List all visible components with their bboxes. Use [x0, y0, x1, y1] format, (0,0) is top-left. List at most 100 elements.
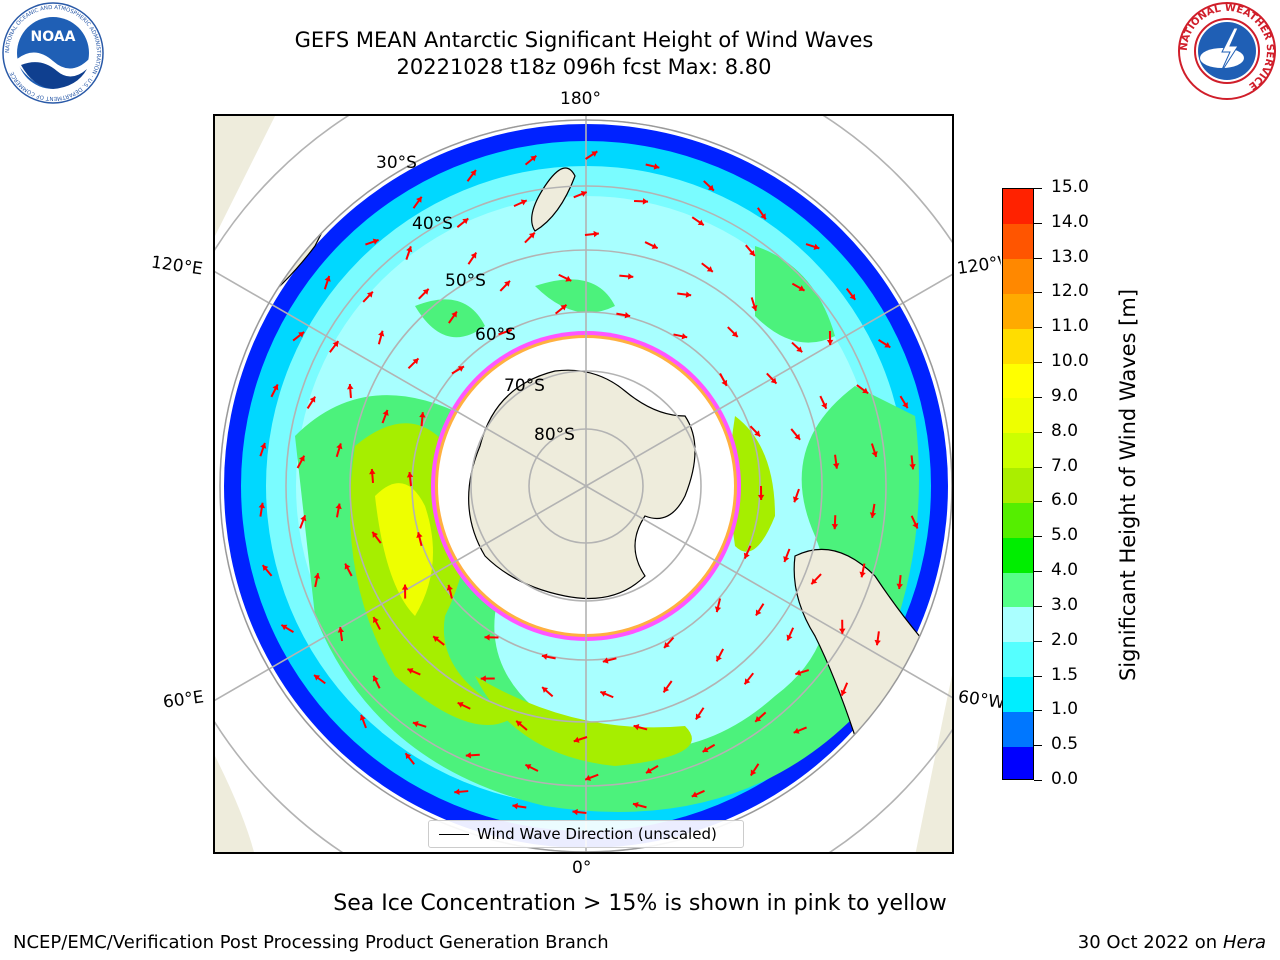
wind-arrow-head	[755, 715, 762, 722]
colorbar-segment	[1003, 397, 1033, 434]
colorbar-tick-label: 15.0	[1051, 177, 1089, 197]
lon-label-120e: 120°E	[149, 252, 204, 280]
colorbar-tick-mark	[1034, 501, 1042, 503]
wind-arrow-head	[298, 455, 305, 462]
colorbar-segment	[1003, 641, 1033, 678]
wind-arrow-head	[542, 687, 549, 693]
wind-arrow-head	[600, 690, 607, 697]
colorbar-segment	[1003, 467, 1033, 503]
wind-arrow-head	[813, 243, 820, 250]
wind-arrow-head	[912, 522, 919, 529]
wind-arrow-head	[407, 668, 414, 675]
footer-date: 30 Oct 2022 on Hera	[1077, 932, 1266, 953]
wind-arrow-head	[337, 627, 345, 633]
wind-arrow-head	[840, 689, 847, 696]
wind-arrow-head	[573, 736, 580, 743]
meridian-line	[585, 485, 952, 699]
colorbar-tick-mark	[1034, 257, 1042, 259]
wind-arrow-head	[783, 556, 790, 562]
wind-arrow-head	[336, 443, 343, 450]
colorbar-segment	[1003, 363, 1033, 399]
polar-map	[215, 116, 952, 852]
wind-arrow-head	[373, 617, 379, 624]
wind-arrow-head	[681, 333, 688, 340]
wind-arrow-head	[760, 213, 766, 220]
wind-arrow-head	[685, 291, 692, 298]
wind-arrow-head	[416, 196, 422, 203]
colorbar-tick-label: 2.0	[1051, 629, 1079, 650]
wind-arrow-head	[260, 442, 267, 449]
lat-label-50s: 50°S	[445, 271, 486, 291]
wind-arrow-head	[795, 669, 802, 676]
colorbar-segment	[1003, 746, 1033, 779]
meridian-line	[215, 485, 587, 702]
wind-arrow-head	[372, 238, 379, 245]
wind-arrow-head	[335, 503, 342, 510]
nws-logo: NATIONAL WEATHER SERVICE	[1178, 2, 1276, 100]
wind-arrow-head	[884, 342, 891, 348]
wind-arrow-head	[664, 641, 670, 648]
wind-arrow-head	[465, 752, 472, 759]
colorbar-tick-label: 10.0	[1051, 351, 1089, 372]
map-panel: 30°S 40°S 50°S 60°S 70°S 80°S Wind Wave …	[213, 114, 954, 854]
colorbar-tick-label: 13.0	[1051, 246, 1089, 267]
colorbar-segment	[1003, 258, 1033, 294]
wind-arrow-head	[344, 563, 351, 570]
colorbar-tick-mark	[1034, 396, 1042, 398]
wind-arrow-head	[796, 346, 803, 353]
colorbar-tick-label: 5.0	[1051, 525, 1079, 546]
wind-arrow-head	[793, 727, 800, 734]
wind-arrow-head	[258, 502, 265, 509]
wind-arrow-head	[433, 636, 440, 642]
wind-arrow-head	[826, 339, 834, 345]
wind-arrow-head	[585, 774, 592, 781]
wind-arrow-head	[794, 433, 801, 440]
legend-label: Wind Wave Direction (unscaled)	[477, 825, 717, 843]
wind-arrow-head	[347, 384, 354, 390]
colorbar-tick-label: 1.5	[1051, 664, 1079, 685]
sea-ice-note: Sea Ice Concentration > 15% is shown in …	[333, 891, 947, 916]
wind-arrow-head	[309, 396, 316, 403]
wind-arrow-head	[560, 304, 567, 311]
wind-arrow-head	[624, 312, 631, 319]
wind-arrow-head	[896, 583, 903, 590]
colorbar-tick-mark	[1034, 431, 1042, 433]
colorbar-tick-mark	[1034, 710, 1042, 712]
wind-arrow-head	[714, 606, 722, 613]
wind-arrow-head	[378, 330, 385, 337]
colorbar-label: Significant Height of Wind Waves [m]	[1116, 288, 1140, 682]
colorbar-segment	[1003, 606, 1033, 643]
colorbar-segment	[1003, 223, 1033, 260]
noaa-logo: NOAA NATIONAL OCEANIC AND ATMOSPHERIC AD…	[2, 2, 104, 104]
colorbar-tick-label: 1.0	[1051, 699, 1079, 720]
wind-arrow-head	[871, 451, 878, 457]
wind-arrow-head	[770, 377, 777, 384]
colorbar-tick-label: 11.0	[1051, 316, 1089, 337]
colorbar-segment	[1003, 676, 1033, 712]
wind-arrow-head	[691, 791, 698, 798]
wind-arrow-head	[831, 524, 839, 530]
wind-arrow-head	[627, 273, 634, 280]
wind-arrow-head	[755, 609, 762, 616]
colorbar-tick-mark	[1034, 188, 1042, 189]
wind-arrow-head	[697, 219, 704, 226]
wind-arrow-head	[504, 280, 510, 287]
wind-arrow-head	[480, 675, 486, 682]
wind-arrow-head	[572, 808, 578, 816]
colorbar-tick-mark	[1034, 640, 1042, 642]
wind-arrow-head	[786, 634, 793, 641]
wind-arrow-head	[405, 753, 412, 760]
wind-arrow-head	[811, 578, 818, 585]
wind-arrow-head	[272, 384, 279, 391]
wind-arrow-head	[300, 515, 307, 522]
wind-arrow-head	[902, 402, 908, 409]
wind-arrow-head	[372, 675, 379, 682]
wind-arrow-head	[751, 304, 758, 311]
wind-arrow-head	[874, 639, 881, 646]
wind-arrow-head	[484, 634, 490, 641]
colorbar-tick-mark	[1034, 605, 1042, 607]
wind-arrow-head	[451, 311, 457, 318]
colorbar-segment	[1003, 293, 1033, 329]
wind-arrow-head	[401, 584, 409, 590]
lon-label-60e: 60°E	[161, 687, 206, 713]
